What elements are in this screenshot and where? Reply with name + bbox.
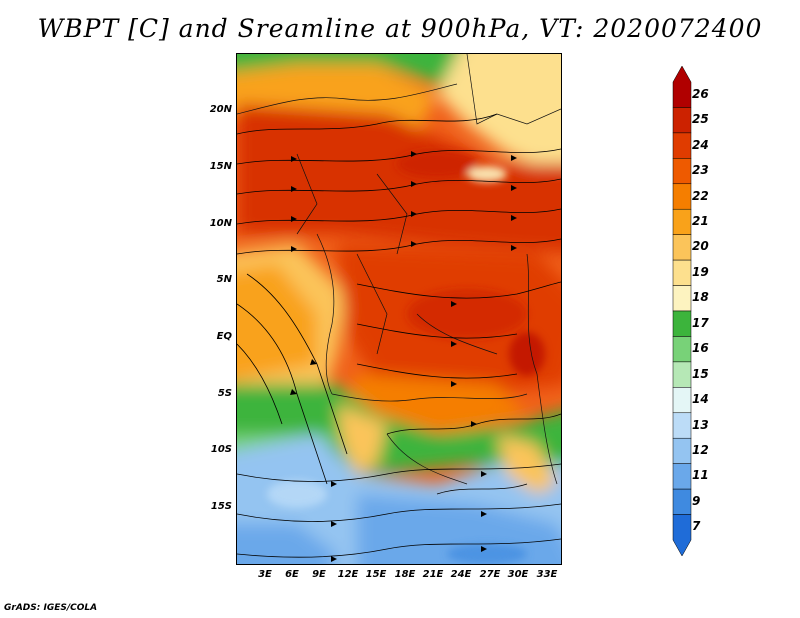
colorbar-label: 23 (692, 163, 709, 178)
colorbar-swatch (672, 234, 692, 261)
lat-tick: EQ (216, 331, 232, 342)
lat-tick: 15N (209, 161, 232, 172)
colorbar-label: 7 (692, 519, 701, 534)
colorbar-swatch (672, 361, 692, 388)
colorbar-swatch (672, 158, 692, 185)
colorbar (667, 60, 707, 560)
colorbar-label: 16 (692, 341, 709, 356)
colorbar-swatch (672, 65, 692, 108)
colorbar-label: 22 (692, 188, 709, 203)
lon-tick: 6E (285, 569, 299, 580)
lat-tick: 5S (217, 388, 232, 399)
colorbar-label: 9 (692, 493, 701, 508)
lat-tick: 15S (210, 501, 232, 512)
colorbar-swatch (672, 107, 692, 134)
colorbar-swatch (672, 183, 692, 210)
colorbar-label: 25 (692, 112, 709, 127)
boundaries (237, 54, 561, 485)
lon-tick: 21E (422, 569, 444, 580)
temperature-field (237, 54, 561, 564)
colorbar-swatches (672, 65, 692, 557)
lon-tick: 18E (394, 569, 416, 580)
colorbar-label: 21 (692, 213, 709, 228)
colorbar-label: 26 (692, 86, 709, 101)
colorbar-swatch (672, 488, 692, 515)
map-panel (236, 53, 562, 565)
field-map (237, 54, 561, 564)
colorbar-swatch (672, 132, 692, 159)
colorbar-label: 20 (692, 239, 709, 254)
streamline-arrows (290, 151, 517, 562)
colorbar-label: 19 (692, 264, 709, 279)
colorbar-label: 13 (692, 417, 709, 432)
lon-tick: 15E (365, 569, 387, 580)
footer-credit: GrADS: IGES/COLA (4, 603, 98, 613)
colorbar-label: 14 (692, 392, 709, 407)
colorbar-swatch (672, 285, 692, 312)
lat-tick: 10S (210, 444, 232, 455)
colorbar-swatch (672, 463, 692, 490)
chart-title: WBPT [C] and Sreamline at 900hPa, VT: 20… (37, 14, 763, 43)
lon-tick: 3E (258, 569, 272, 580)
lon-tick: 9E (312, 569, 326, 580)
colorbar-label: 12 (692, 442, 709, 457)
colorbar-swatch (672, 412, 692, 439)
colorbar-swatch (672, 387, 692, 414)
lon-tick: 30E (507, 569, 529, 580)
colorbar-label: 24 (692, 137, 709, 152)
lon-tick: 12E (337, 569, 359, 580)
field-detail (267, 150, 545, 564)
colorbar-label: 18 (692, 290, 709, 305)
colorbar-label: 11 (692, 468, 709, 483)
lon-tick: 33E (536, 569, 558, 580)
colorbar-swatch (672, 310, 692, 337)
lon-tick: 27E (479, 569, 501, 580)
lon-tick: 24E (450, 569, 472, 580)
lat-tick: 10N (209, 218, 232, 229)
colorbar-label: 15 (692, 366, 709, 381)
colorbar-swatch (672, 208, 692, 235)
colorbar-swatch (672, 336, 692, 363)
lat-tick: 5N (216, 274, 232, 285)
lat-tick: 20N (209, 104, 232, 115)
colorbar-label: 17 (692, 315, 709, 330)
colorbar-swatch (672, 259, 692, 286)
colorbar-swatch (672, 437, 692, 464)
colorbar-swatch (672, 514, 692, 557)
